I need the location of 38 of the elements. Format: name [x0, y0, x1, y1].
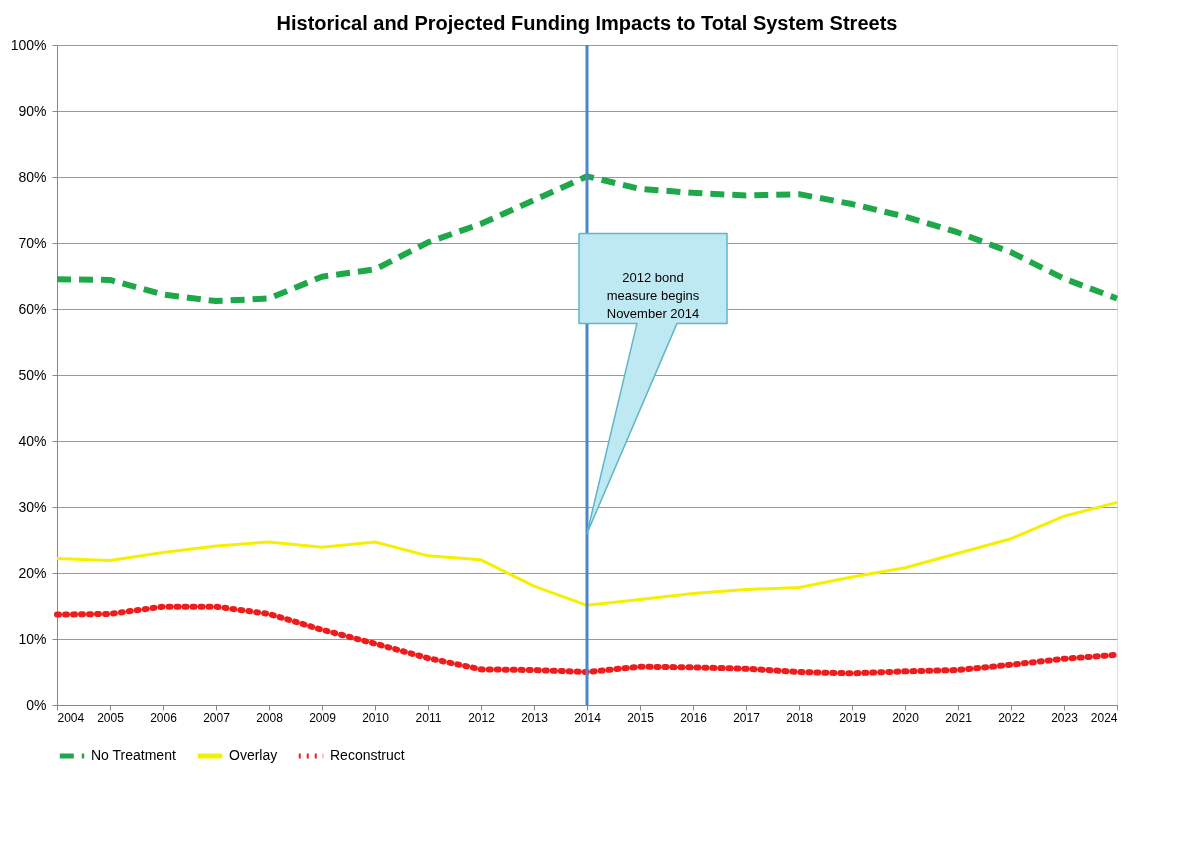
x-tick-label: 2008	[256, 710, 284, 725]
x-tick-label: 2024	[1090, 710, 1118, 725]
chart-title: Historical and Projected Funding Impacts to Total System Streets	[276, 12, 898, 34]
x-tick-label: 2014	[574, 710, 602, 725]
x-tick-label: 2007	[203, 710, 231, 725]
x-tick-label: 2004	[57, 710, 85, 725]
y-tick-label: 50%	[18, 366, 47, 383]
y-tick-label: 30%	[18, 498, 47, 515]
y-tick-label: 90%	[18, 102, 47, 119]
legend-label: No Treatment	[91, 747, 176, 763]
x-tick-label: 2019	[839, 710, 867, 725]
x-tick-label: 2023	[1051, 710, 1079, 725]
x-tick-label: 2020	[892, 710, 920, 725]
x-tick-label: 2021	[945, 710, 973, 725]
x-tick-label: 2015	[627, 710, 655, 725]
legend-label: Reconstruct	[330, 747, 405, 763]
x-tick-label: 2006	[150, 710, 178, 725]
y-tick-label: 0%	[26, 696, 47, 713]
x-tick-label: 2017	[733, 710, 761, 725]
legend-label: Overlay	[229, 747, 278, 763]
y-tick-label: 100%	[10, 36, 47, 53]
y-tick-label: 40%	[18, 432, 47, 449]
y-tick-label: 20%	[18, 564, 47, 581]
y-tick-label: 60%	[18, 300, 47, 317]
x-tick-label: 2009	[309, 710, 337, 725]
x-tick-label: 2016	[680, 710, 708, 725]
line-series	[55, 500, 1119, 607]
x-tick-label: 2018	[786, 710, 814, 725]
annotation: 2012 bond measure begins November 2014	[606, 270, 700, 322]
x-tick-label: 2013	[521, 710, 549, 725]
y-tick-label: 70%	[18, 234, 47, 251]
x-tick-label: 2010	[362, 710, 390, 725]
x-tick-label: 2011	[415, 710, 442, 725]
x-tick-label: 2005	[97, 710, 125, 725]
y-tick-label: 80%	[18, 168, 47, 185]
x-tick-label: 2022	[998, 710, 1026, 725]
y-tick-label: 10%	[18, 630, 47, 647]
x-tick-label: 2012	[468, 710, 496, 725]
